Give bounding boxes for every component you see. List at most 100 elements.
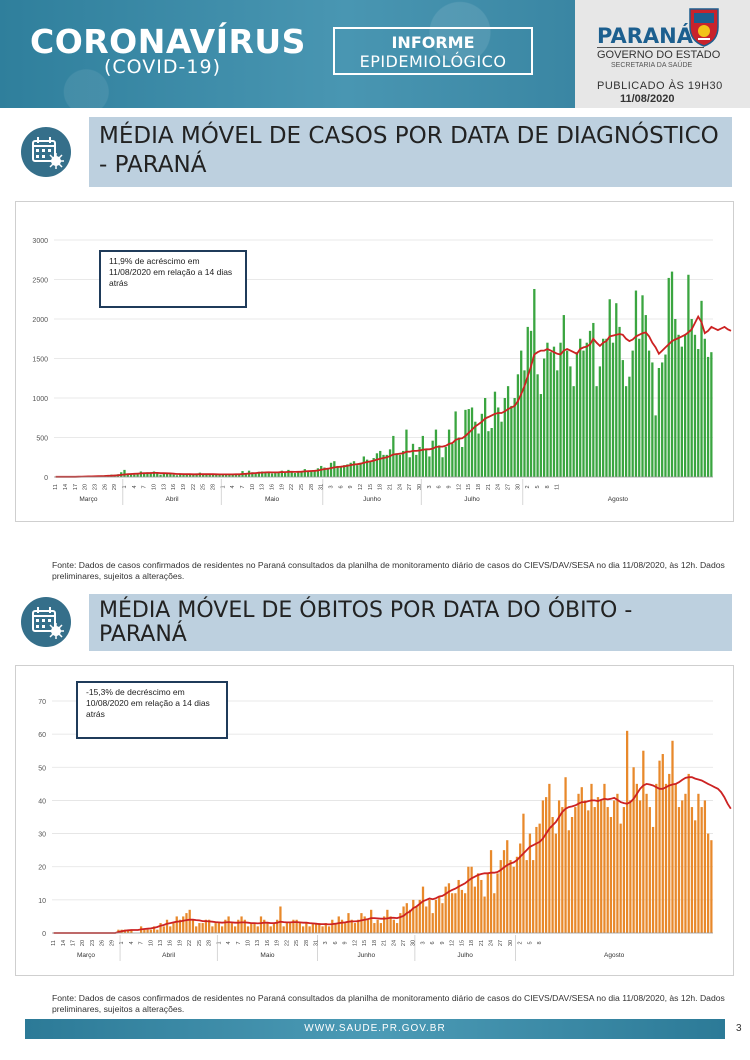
divider (597, 47, 704, 48)
x-tick-label: 9 (440, 941, 446, 944)
bar (185, 474, 188, 477)
x-tick-label: 19 (181, 484, 187, 490)
bar (677, 807, 681, 933)
x-tick-label: 21 (486, 484, 492, 490)
bar (522, 813, 525, 933)
bar (146, 472, 149, 477)
bar (220, 926, 224, 933)
bar (480, 413, 484, 477)
bar (677, 334, 680, 477)
bar (169, 473, 172, 477)
bar (529, 330, 533, 477)
bar (321, 926, 324, 933)
bar (622, 807, 626, 933)
bar (593, 807, 596, 933)
bar (525, 860, 528, 933)
bar (243, 919, 246, 933)
bar (549, 352, 552, 477)
bar (399, 913, 402, 933)
bar (359, 462, 362, 477)
footer-url[interactable]: WWW.SAUDE.PR.GOV.BR (304, 1023, 446, 1034)
bar (320, 465, 323, 477)
x-tick-label: 30 (508, 940, 514, 946)
bar (602, 338, 605, 477)
bar (684, 793, 687, 933)
x-tick-label: 24 (488, 940, 494, 946)
bar (680, 346, 684, 477)
bar (297, 471, 300, 477)
bar (298, 923, 302, 933)
bar (541, 800, 545, 933)
bar (431, 440, 434, 477)
month-label: Abril (162, 952, 176, 959)
bar (606, 807, 609, 933)
bar (454, 893, 457, 933)
bar (311, 923, 314, 933)
x-tick-label: 20 (80, 940, 86, 946)
bar (638, 338, 641, 477)
calendar-virus-icon (21, 127, 71, 177)
cases-section-title: MÉDIA MÓVEL DE CASOS POR DATA DE DIAGNÓS… (89, 117, 732, 187)
bar (658, 760, 661, 933)
bar (306, 470, 310, 477)
bar (700, 807, 703, 933)
bar (596, 797, 600, 933)
bar (626, 730, 629, 933)
x-tick-label: 11 (51, 940, 57, 946)
y-tick-label: 0 (44, 475, 48, 482)
bar (402, 906, 405, 933)
bar (463, 893, 467, 933)
bar (360, 913, 363, 933)
government-name: GOVERNO DO ESTADO (597, 49, 721, 61)
bar (574, 807, 577, 933)
x-tick-label: 1 (119, 941, 125, 944)
y-tick-label: 3000 (32, 238, 48, 245)
bar (214, 923, 217, 933)
bar (608, 299, 611, 477)
bar (188, 474, 192, 477)
bar (431, 913, 434, 933)
x-tick-label: 4 (226, 941, 232, 944)
x-tick-label: 25 (197, 940, 203, 946)
bar (310, 471, 313, 477)
bar (211, 926, 214, 933)
bar (375, 453, 379, 477)
x-tick-label: 28 (309, 484, 315, 490)
x-tick-label: 6 (437, 485, 443, 488)
x-tick-label: 20 (83, 484, 89, 490)
bar (133, 474, 136, 477)
bar (292, 919, 295, 933)
x-tick-label: 3 (427, 485, 433, 488)
x-tick-label: 2 (525, 485, 531, 488)
bar (592, 322, 595, 477)
bar (532, 860, 535, 933)
bar (634, 290, 638, 477)
bar (162, 926, 165, 933)
bar (185, 913, 188, 933)
x-tick-label: 6 (333, 941, 339, 944)
bar (266, 923, 269, 933)
bar (251, 472, 254, 477)
x-tick-label: 2 (518, 941, 524, 944)
calendar-virus-icon (21, 597, 71, 647)
month-label: Maio (260, 952, 274, 959)
x-tick-label: 16 (269, 484, 275, 490)
bar (460, 889, 464, 933)
bar (687, 773, 690, 933)
x-tick-label: 25 (299, 484, 305, 490)
informe-line1: INFORME (391, 33, 475, 52)
bar (561, 807, 564, 933)
bar (434, 899, 438, 933)
bar (237, 919, 240, 933)
bar (551, 817, 554, 933)
bar (506, 386, 510, 477)
bar (221, 474, 224, 477)
bar (644, 315, 647, 477)
bar (642, 750, 645, 933)
bar (339, 467, 343, 477)
bar (363, 916, 366, 933)
bar (231, 474, 234, 477)
bar (483, 398, 487, 477)
x-tick-label: 30 (411, 940, 417, 946)
bar (425, 906, 428, 933)
